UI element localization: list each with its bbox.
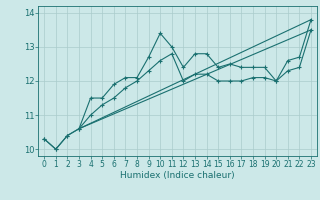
X-axis label: Humidex (Indice chaleur): Humidex (Indice chaleur) (120, 171, 235, 180)
